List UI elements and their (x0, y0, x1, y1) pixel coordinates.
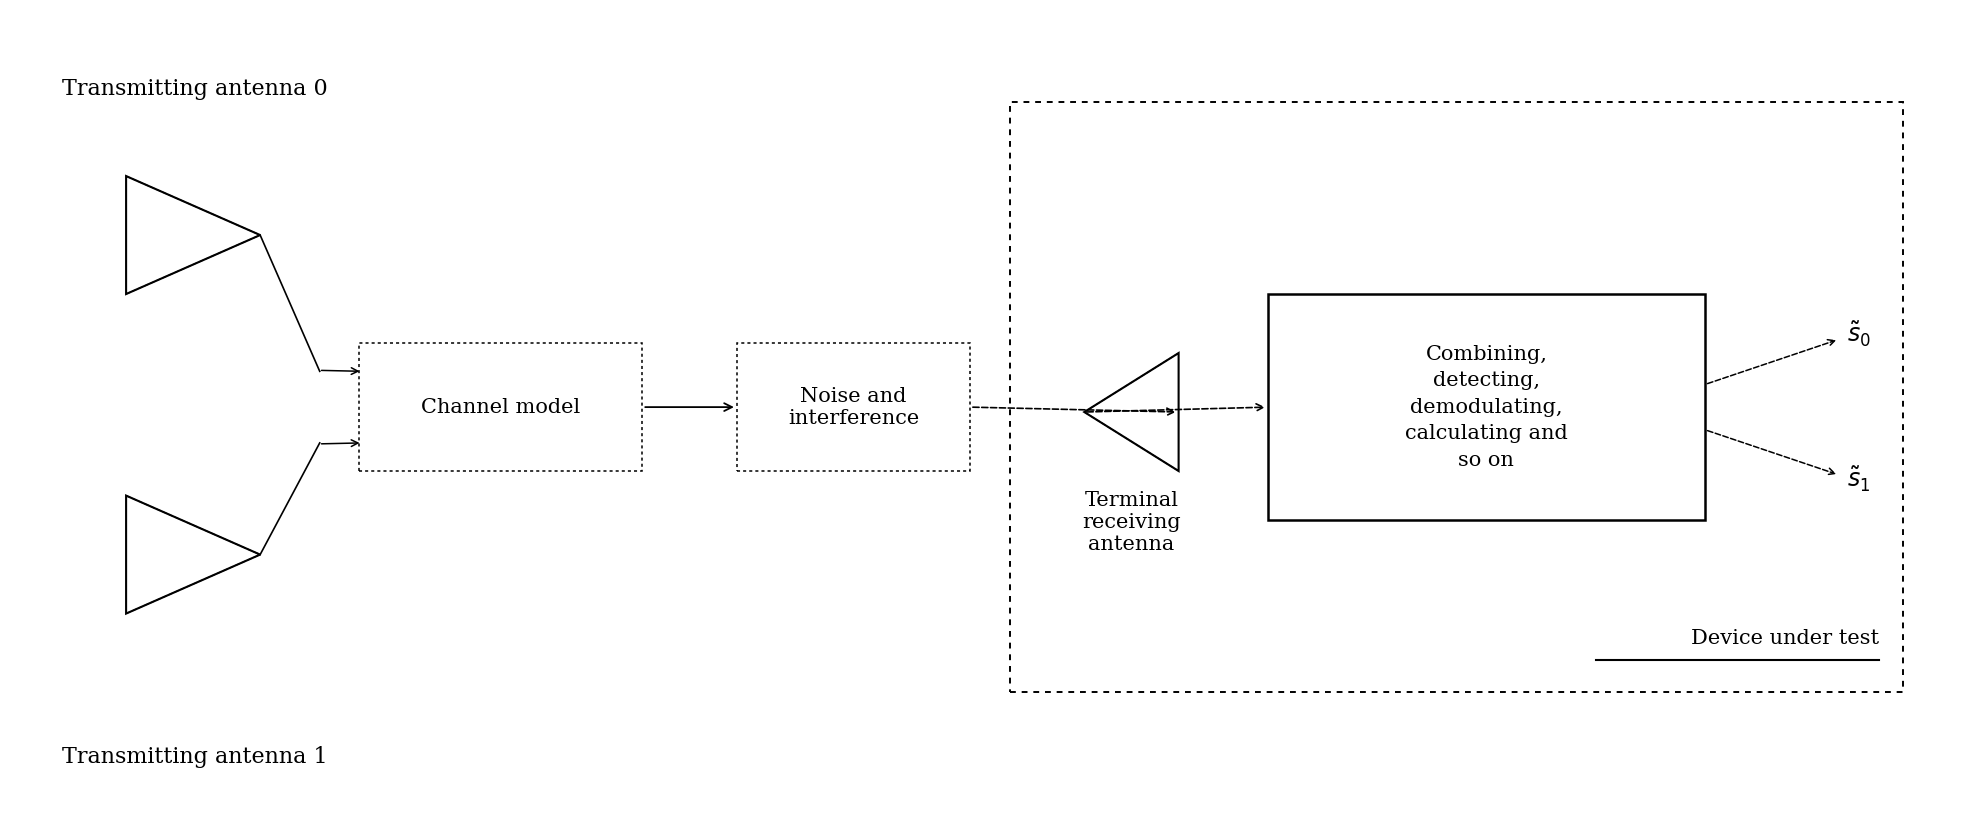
Text: Transmitting antenna 0: Transmitting antenna 0 (61, 78, 326, 100)
Text: $\tilde{s}_0$: $\tilde{s}_0$ (1846, 320, 1872, 349)
Text: Transmitting antenna 1: Transmitting antenna 1 (61, 746, 326, 768)
Text: Device under test: Device under test (1691, 629, 1879, 648)
Bar (360, 343, 643, 471)
Bar (1268, 294, 1705, 520)
Text: $\tilde{s}_1$: $\tilde{s}_1$ (1846, 466, 1870, 495)
Bar (737, 343, 969, 471)
Text: Combining,
detecting,
demodulating,
calculating and
so on: Combining, detecting, demodulating, calc… (1406, 345, 1567, 470)
Text: Channel model: Channel model (421, 398, 580, 417)
Text: Noise and
interference: Noise and interference (788, 386, 918, 428)
Text: Terminal
receiving
antenna: Terminal receiving antenna (1081, 490, 1182, 554)
Bar (1011, 103, 1903, 692)
